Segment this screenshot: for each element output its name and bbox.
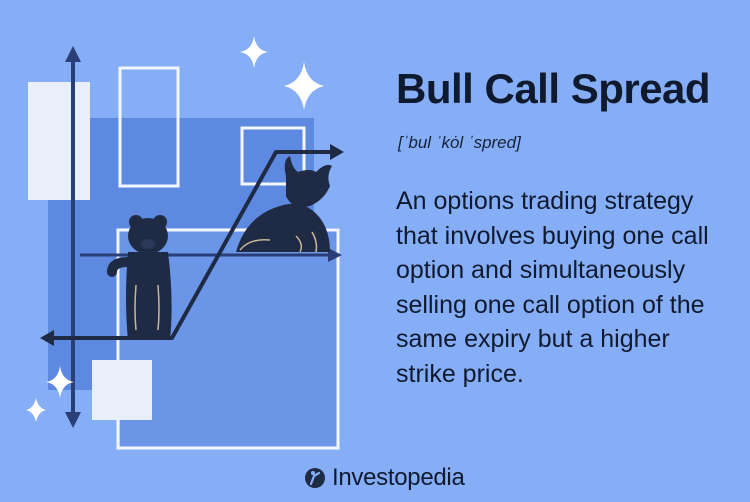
term-title: Bull Call Spread bbox=[396, 65, 711, 112]
payoff-arrow-right bbox=[330, 144, 344, 160]
light-square-bottom-left bbox=[92, 360, 152, 420]
y-axis-arrow-up bbox=[65, 46, 81, 62]
investopedia-logo-icon bbox=[305, 468, 325, 488]
definition-text: An options trading strategy that involve… bbox=[396, 187, 709, 388]
outline-square-top bbox=[118, 66, 180, 188]
payoff-arrow-left bbox=[40, 330, 54, 346]
outline-square-mid bbox=[240, 126, 306, 186]
pronunciation: [ˈbul ˈkȯl ˈspred] bbox=[398, 133, 521, 152]
x-axis-arrow bbox=[328, 248, 342, 262]
sparkle-icon bbox=[26, 398, 46, 422]
sparkle-icon bbox=[240, 36, 268, 68]
payoff-line bbox=[52, 150, 332, 340]
sparkle-icon bbox=[284, 62, 324, 110]
sparkle-icon bbox=[46, 366, 74, 398]
bear-figure bbox=[107, 215, 172, 340]
y-axis-arrow-down bbox=[65, 412, 81, 428]
light-square-top-left bbox=[28, 82, 90, 200]
brand-footer: Investopedia bbox=[304, 464, 465, 492]
brand-name: Investopedia bbox=[332, 464, 465, 491]
bull-call-spread-illustration bbox=[26, 36, 344, 450]
bull-figure bbox=[236, 156, 332, 253]
